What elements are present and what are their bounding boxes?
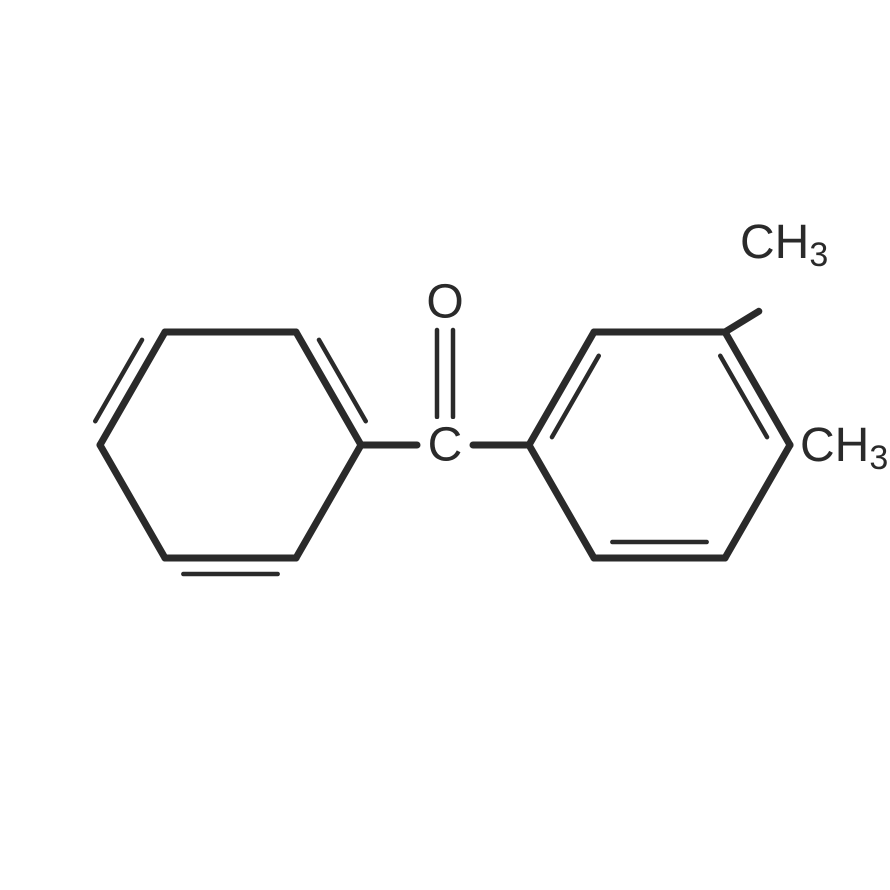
bond-line	[529, 445, 594, 558]
bond-line	[725, 445, 790, 558]
bond-line	[725, 332, 790, 445]
labels-group: C O CH3 CH3	[423, 216, 888, 477]
carbonyl-carbon-label: C	[428, 419, 463, 472]
bond-line	[529, 332, 594, 445]
methyl-label: CH3	[800, 419, 888, 477]
bond-line	[296, 445, 361, 558]
bond-line	[725, 311, 759, 332]
bond-line	[296, 332, 361, 445]
molecule-diagram: C O CH3 CH3	[0, 0, 890, 890]
bond-line	[100, 445, 165, 558]
bond-line	[100, 332, 165, 445]
methyl-label: CH3	[740, 216, 828, 274]
oxygen-label: O	[426, 276, 463, 329]
